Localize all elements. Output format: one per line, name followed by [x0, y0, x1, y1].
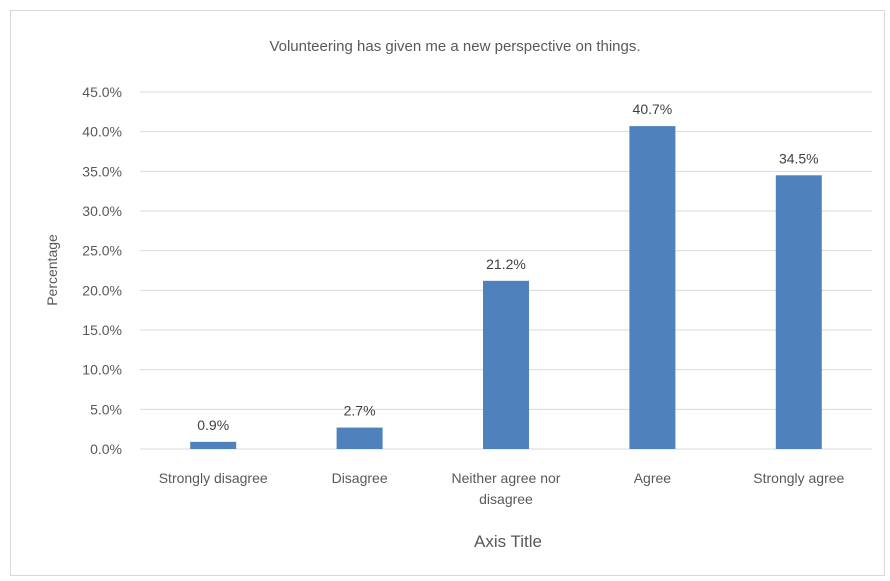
bars [190, 126, 822, 450]
y-tick-label: 35.0% [82, 163, 122, 179]
x-axis-categories: Strongly disagree Disagree Neither agree n… [159, 470, 845, 507]
chart-title: Volunteering has given me a new perspect… [269, 38, 640, 55]
category-label: Strongly disagree [159, 470, 268, 486]
y-tick-label: 20.0% [82, 282, 122, 298]
category-label: Neither agree nor [452, 470, 561, 486]
category-label: Disagree [332, 470, 388, 486]
data-label: 21.2% [486, 256, 526, 272]
category-label: Agree [634, 470, 672, 486]
y-tick-label: 5.0% [90, 401, 122, 417]
bar [775, 175, 822, 450]
gridlines [140, 91, 872, 450]
chart-frame [10, 10, 885, 576]
y-tick-label: 30.0% [82, 203, 122, 219]
bar [629, 126, 676, 449]
data-label: 40.7% [633, 101, 673, 117]
x-axis-title: Axis Title [474, 532, 542, 551]
data-labels: 0.9% 2.7% 21.2% 40.7% 34.5% [197, 101, 818, 433]
y-axis-title: Percentage [44, 234, 60, 306]
bar [336, 427, 383, 449]
bar [483, 280, 529, 449]
y-tick-label: 15.0% [82, 322, 122, 338]
y-tick-label: 25.0% [82, 243, 122, 259]
y-tick-label: 45.0% [82, 84, 122, 100]
category-label: disagree [479, 491, 533, 507]
y-tick-label: 0.0% [90, 441, 122, 457]
y-tick-label: 10.0% [82, 362, 122, 378]
bar [190, 441, 237, 449]
y-axis-ticks: 0.0% 5.0% 10.0% 15.0% 20.0% 25.0% 30.0% 35.0% 40… [82, 84, 122, 457]
category-label: Strongly agree [753, 470, 844, 486]
data-label: 2.7% [344, 403, 376, 419]
data-label: 34.5% [779, 150, 819, 166]
y-tick-label: 40.0% [82, 124, 122, 140]
data-label: 0.9% [197, 417, 229, 433]
